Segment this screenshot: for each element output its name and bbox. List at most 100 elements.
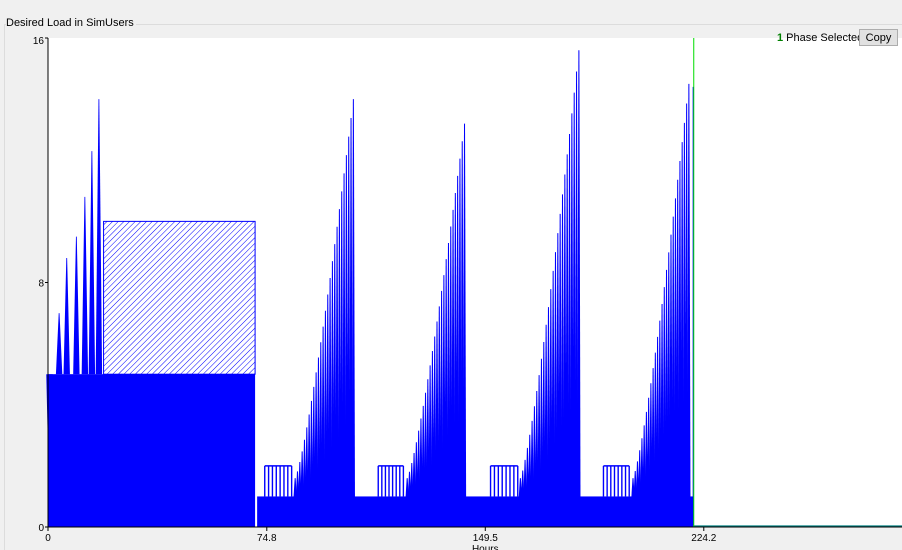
ramp-spike	[542, 341, 546, 497]
ramp-spike	[530, 420, 534, 497]
ramp-1	[405, 123, 467, 497]
plateau-3	[602, 465, 630, 497]
ramp-spike	[426, 379, 430, 497]
ramp-spike	[414, 442, 418, 497]
ramp-spike	[570, 113, 574, 497]
ramp-spike	[330, 261, 335, 497]
ramp-spike	[537, 375, 541, 497]
ramp-spike	[638, 450, 642, 497]
ramp-spike	[658, 320, 662, 497]
ramp-spike	[351, 99, 355, 497]
ramp-spike	[344, 155, 348, 497]
ramp-spike	[337, 209, 342, 497]
ramp-spike	[671, 216, 675, 497]
ramp-spike	[544, 324, 548, 497]
ramp-spike	[651, 368, 655, 497]
y-tick-label: 16	[33, 36, 45, 47]
ramp-spike	[551, 270, 555, 497]
ramp-spike	[635, 461, 640, 497]
ramp-spike	[309, 400, 314, 497]
ramp-spike	[653, 352, 657, 497]
ramp-spike	[528, 434, 532, 497]
ramp-spike	[633, 471, 637, 497]
ramp-spike	[423, 392, 428, 497]
x-tick-label: 74.8	[257, 533, 277, 544]
ramp-spike	[342, 173, 346, 497]
ramp-spike	[532, 406, 537, 497]
ramp-spike	[563, 174, 567, 497]
ramp-spike	[669, 234, 673, 497]
ramp-spike	[410, 463, 414, 497]
ramp-spike	[442, 275, 446, 497]
selected-phase-count: 1	[777, 32, 784, 44]
ramp-spike	[662, 287, 666, 497]
ramp-spike	[567, 134, 572, 497]
ramp-spike	[462, 123, 467, 497]
phase-selected-status: 1 Phase Selected	[777, 32, 863, 44]
ramp-spike	[560, 194, 565, 497]
ramp-spike	[428, 365, 432, 497]
ramp-spike	[333, 244, 337, 497]
ramp-spike	[417, 430, 421, 497]
ramp-spike	[673, 198, 678, 497]
group-box-frame	[4, 24, 902, 550]
panel-title: Desired Load in SimUsers	[6, 17, 136, 29]
ramp-spike	[300, 451, 304, 497]
ramp-spike	[631, 478, 635, 497]
ramp-spike	[678, 161, 682, 497]
ramp-spike	[405, 478, 409, 497]
ramp-spike	[412, 453, 416, 497]
early-spike-5	[88, 151, 96, 375]
ramp-spike	[577, 50, 581, 497]
ramp-spike	[458, 158, 462, 497]
ramp-spike	[439, 290, 444, 497]
ramp-spike	[521, 470, 525, 497]
ramp-spike	[453, 193, 457, 497]
ramp-spike	[430, 351, 435, 497]
ramp-spike	[518, 478, 522, 497]
ramp-spike	[565, 154, 569, 497]
copy-button[interactable]: Copy	[859, 29, 898, 46]
ramp-spike	[647, 397, 651, 497]
ramp-spike	[523, 459, 527, 497]
y-tick-label: 8	[38, 279, 44, 290]
ramp-spike	[321, 326, 325, 497]
ramp-spike	[298, 461, 302, 497]
ramp-spike	[546, 307, 551, 497]
ramp-spike	[326, 294, 330, 497]
ramp-spike	[437, 306, 441, 497]
ramp-spike	[302, 439, 307, 497]
ramp-spike	[460, 141, 464, 497]
ramp-spike	[549, 289, 553, 497]
ramp-spike	[433, 336, 437, 497]
early-spike-1	[55, 313, 63, 375]
ramp-spike	[419, 418, 423, 497]
ramp-spike	[682, 122, 686, 497]
ramp-spike	[312, 386, 316, 497]
ramp-spike	[558, 213, 562, 497]
ramp-spike	[421, 405, 425, 497]
base-level-1	[257, 496, 694, 527]
ramp-spike	[644, 411, 649, 497]
early-spike-4	[81, 196, 89, 375]
ramp-spike	[316, 357, 321, 497]
ramp-spike	[649, 383, 653, 497]
ramp-spike	[676, 179, 680, 497]
ramp-spike	[574, 71, 579, 497]
ramp-spike	[664, 269, 669, 497]
ramp-spike	[293, 478, 297, 497]
ramp-spike	[685, 103, 689, 497]
ramp-spike	[349, 117, 353, 497]
ramp-spike	[295, 471, 300, 497]
ramp-spike	[655, 336, 660, 497]
early-spike-2	[63, 258, 70, 375]
ramp-spike	[660, 304, 664, 497]
x-tick-label: 224.2	[691, 533, 716, 544]
ramp-0	[293, 99, 355, 497]
ramp-spike	[667, 252, 671, 497]
y-tick-label: 0	[38, 523, 44, 534]
plateau-2	[489, 465, 519, 497]
